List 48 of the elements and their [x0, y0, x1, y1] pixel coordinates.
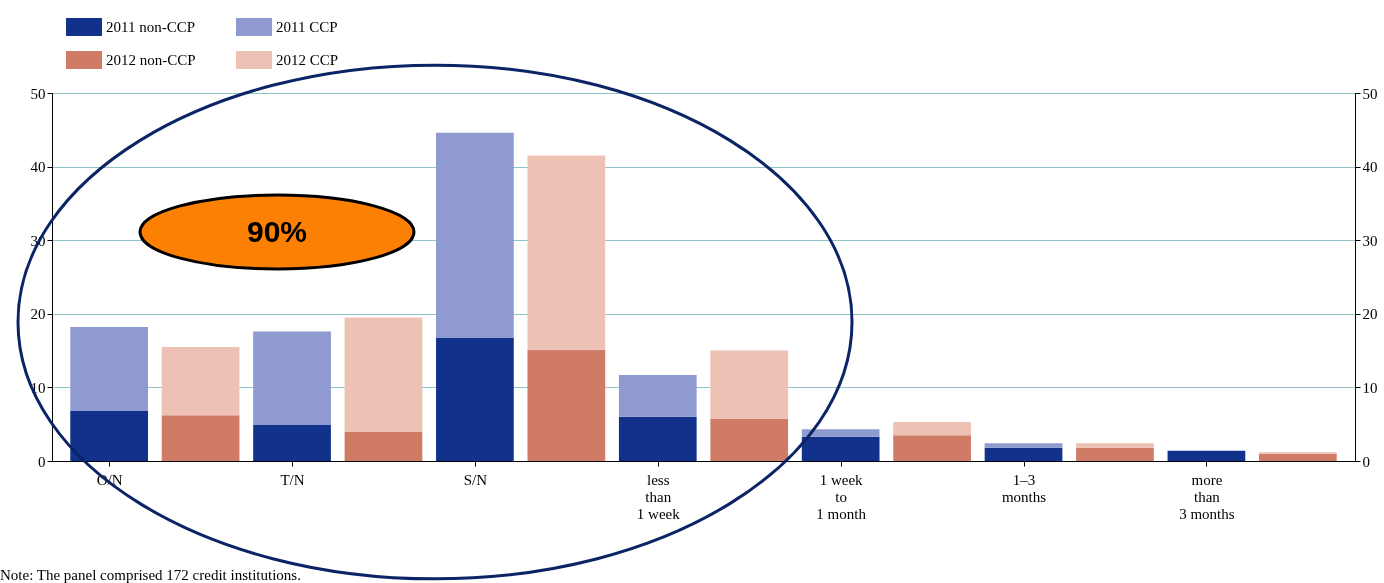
bar: [893, 435, 971, 461]
legend-label: 2012 non-CCP: [106, 52, 196, 68]
bar: [161, 346, 240, 416]
bar: [436, 132, 514, 339]
y2-tick-label: 30: [1362, 232, 1378, 249]
bar: [893, 421, 971, 436]
bar: [161, 415, 240, 461]
bar: [801, 429, 880, 437]
y2-tick-label: 40: [1362, 159, 1378, 176]
bar: [253, 331, 331, 425]
bar: [344, 431, 423, 461]
bar: [70, 327, 149, 411]
x-tick-label: T/N: [280, 471, 305, 488]
bar: [70, 410, 149, 461]
bar: [1076, 443, 1154, 448]
x-tick-label: less than 1 week: [636, 471, 681, 522]
bar: [253, 424, 331, 461]
annotation: 90%: [246, 215, 308, 248]
x-tick-label: 1–3 months: [1001, 471, 1047, 505]
y-tick-label: 50: [30, 85, 46, 102]
bar: [1167, 450, 1246, 461]
bar: [984, 447, 1063, 461]
bar: [436, 338, 514, 461]
bar: [527, 155, 606, 350]
bar: [801, 436, 880, 461]
x-tick-label: S/N: [463, 471, 488, 488]
bar: [527, 349, 606, 461]
y2-tick-label: 10: [1362, 379, 1378, 396]
bar: [710, 350, 789, 420]
bar: [344, 317, 423, 432]
bar: [1258, 453, 1337, 461]
legend-label: 2012 CCP: [276, 52, 339, 68]
y-tick-label: 0: [38, 453, 46, 470]
bar: [710, 419, 789, 461]
text: Note: The panel comprised 172 credit institutions.: [0, 567, 301, 583]
bar: [618, 416, 697, 461]
y-tick-label: 40: [30, 159, 46, 176]
bar: [618, 374, 697, 417]
y-tick-label: 20: [30, 306, 46, 323]
bar: [1076, 447, 1154, 461]
y2-tick-label: 20: [1362, 306, 1378, 323]
legend-label: 2011 CCP: [276, 19, 338, 35]
x-tick-label: more than 3 months: [1179, 471, 1235, 522]
legend-label: 2011 non-CCP: [106, 19, 196, 35]
y2-tick-label: 50: [1362, 85, 1378, 102]
bar: [984, 443, 1063, 448]
x-tick-label: 1 week to 1 month: [816, 471, 867, 522]
y2-tick-label: 0: [1362, 453, 1370, 470]
